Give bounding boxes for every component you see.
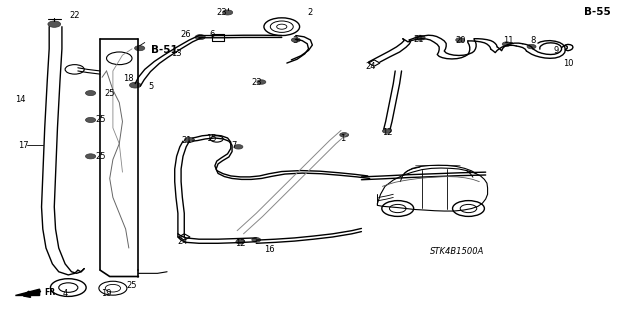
Circle shape (252, 238, 260, 242)
Circle shape (291, 38, 300, 42)
Text: 16: 16 (264, 245, 275, 254)
Circle shape (527, 44, 536, 49)
Text: 10: 10 (563, 59, 574, 68)
Text: 14: 14 (15, 95, 26, 104)
Polygon shape (15, 289, 40, 295)
Text: 9: 9 (553, 46, 558, 55)
Text: 25: 25 (95, 115, 106, 124)
Circle shape (86, 117, 96, 122)
Text: 15: 15 (207, 134, 217, 144)
Circle shape (129, 82, 141, 88)
Text: 26: 26 (181, 30, 191, 39)
Text: 23: 23 (251, 78, 262, 86)
Circle shape (456, 38, 465, 42)
Text: 24: 24 (365, 62, 376, 71)
Text: 12: 12 (235, 239, 246, 248)
Circle shape (134, 46, 145, 51)
Text: 17: 17 (19, 141, 29, 150)
Text: 21: 21 (413, 35, 424, 44)
Circle shape (383, 129, 392, 133)
Text: B-51: B-51 (150, 45, 177, 56)
Text: 21: 21 (181, 136, 191, 145)
Circle shape (184, 137, 195, 142)
Text: 25: 25 (127, 281, 137, 291)
Circle shape (502, 42, 511, 46)
Text: 4: 4 (63, 289, 68, 298)
Text: FR.: FR. (45, 288, 59, 297)
Circle shape (236, 240, 245, 244)
Text: 25: 25 (104, 89, 115, 98)
Circle shape (86, 91, 96, 96)
Text: 22: 22 (69, 11, 80, 20)
Circle shape (234, 145, 243, 149)
Text: 5: 5 (148, 82, 154, 91)
Text: 19: 19 (101, 289, 112, 298)
Text: 23: 23 (216, 8, 227, 17)
Circle shape (223, 10, 233, 15)
Text: 24: 24 (178, 237, 188, 246)
Text: 20: 20 (455, 36, 465, 45)
Text: 12: 12 (381, 128, 392, 137)
Text: 1: 1 (340, 134, 345, 144)
Text: 6: 6 (209, 30, 214, 39)
Circle shape (415, 35, 425, 40)
Text: B-55: B-55 (584, 7, 611, 18)
Text: 13: 13 (172, 49, 182, 58)
Text: 11: 11 (503, 36, 513, 45)
Circle shape (86, 154, 96, 159)
Text: STK4B1500A: STK4B1500A (430, 247, 484, 256)
Text: 8: 8 (531, 36, 536, 45)
Text: 25: 25 (95, 152, 106, 161)
Circle shape (257, 80, 266, 84)
Circle shape (195, 34, 205, 40)
Text: 7: 7 (231, 141, 237, 150)
Text: 3: 3 (292, 36, 297, 45)
Text: 2: 2 (308, 8, 313, 17)
Circle shape (340, 133, 349, 137)
Circle shape (48, 21, 61, 27)
Text: 18: 18 (124, 74, 134, 83)
